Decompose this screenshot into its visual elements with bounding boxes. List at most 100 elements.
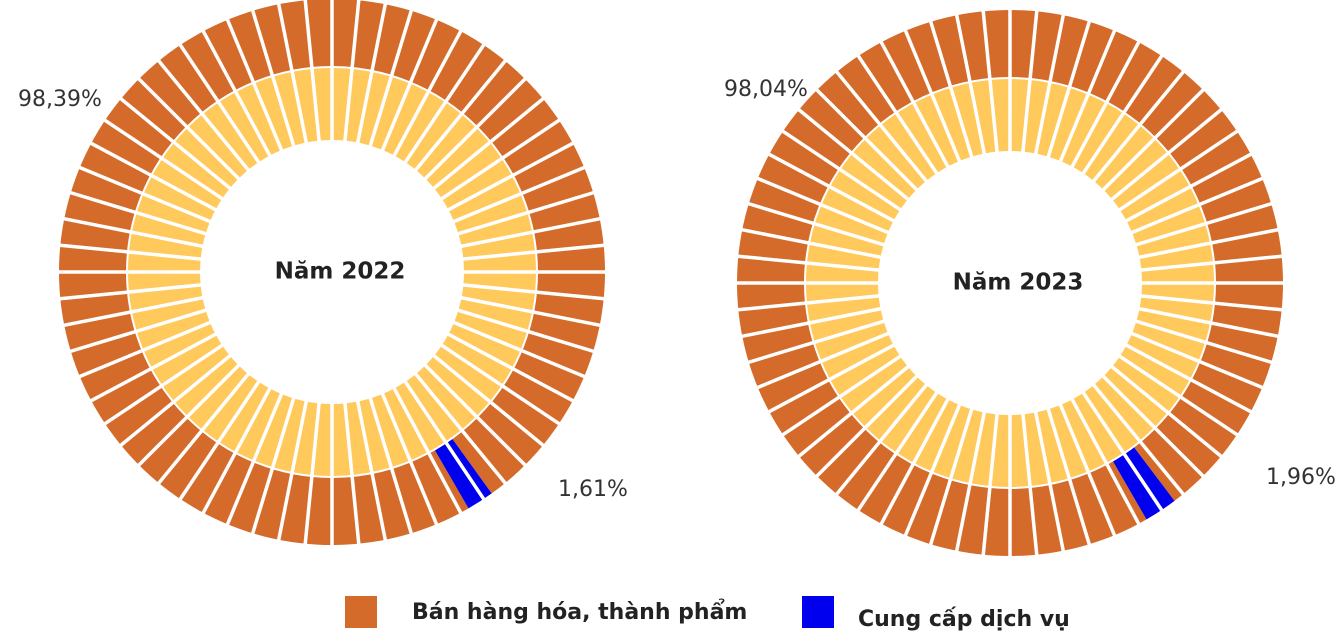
spoke-gap <box>833 382 929 498</box>
spoke-gap <box>57 283 203 301</box>
spoke-gap <box>745 201 887 247</box>
spoke-gap <box>117 95 233 191</box>
spoke-gap <box>1139 294 1285 312</box>
spoke-gap <box>276 399 309 544</box>
spoke-gap <box>795 364 911 460</box>
spoke-gap <box>1123 342 1255 415</box>
spoke-gap <box>380 391 440 528</box>
spoke-gap <box>76 320 213 380</box>
spoke-gap <box>451 164 588 224</box>
spoke-gap <box>459 216 604 249</box>
spoke-gap <box>224 391 284 528</box>
spoke-gap <box>60 216 205 249</box>
spoke-gap <box>745 319 887 365</box>
spoke-gap <box>135 75 242 182</box>
spoke-gap <box>87 140 219 213</box>
plots: Năm 2022 Năm 2023 <box>56 0 1286 559</box>
spoke-gap <box>200 385 273 517</box>
value-label: 1,61% <box>558 477 628 502</box>
spoke-gap <box>1058 402 1118 539</box>
spoke-gap <box>459 295 604 328</box>
spoke-gap <box>155 371 251 487</box>
spoke-gap <box>795 106 911 202</box>
spoke-gap <box>155 57 251 173</box>
spoke-gap <box>954 11 987 156</box>
spoke-gap <box>461 243 607 261</box>
value-label: 98,39% <box>18 87 102 112</box>
spoke-gap <box>735 294 881 312</box>
spoke-gap <box>455 308 597 354</box>
spoke-gap <box>754 175 891 235</box>
value-label: 1,96% <box>1266 465 1336 490</box>
chart-title: Năm 2022 <box>275 259 406 285</box>
spoke-gap <box>1100 86 1207 193</box>
spoke-gap <box>439 342 563 427</box>
spoke-gap <box>355 0 388 145</box>
spoke-gap <box>855 52 940 176</box>
spoke-gap <box>1069 38 1142 170</box>
legend-label: Bán hàng hóa, thành phẩm <box>412 599 747 625</box>
spoke-gap <box>87 331 219 404</box>
spoke-gap <box>117 353 233 449</box>
spoke-gap <box>413 371 509 487</box>
spoke-gap <box>1091 68 1187 184</box>
spoke-gap <box>380 16 440 153</box>
spoke-gap <box>431 95 547 191</box>
spoke-gap <box>1021 412 1039 558</box>
spoke-gap <box>779 128 903 213</box>
spoke-gap <box>1117 128 1241 213</box>
spoke-gap <box>928 406 974 548</box>
spoke-gap <box>451 320 588 380</box>
spoke-gap <box>1109 364 1225 460</box>
spoke-gap <box>368 395 414 537</box>
value-label: 98,04% <box>724 77 808 102</box>
spoke-gap <box>902 27 962 164</box>
spoke-gap <box>1117 353 1241 438</box>
spoke-gap <box>735 254 881 272</box>
spoke-gap <box>1109 106 1225 202</box>
spoke-gap <box>1100 373 1207 480</box>
spoke-gap <box>855 390 940 514</box>
spoke-gap <box>355 399 388 544</box>
chart-title: Năm 2023 <box>953 270 1084 296</box>
spoke-gap <box>431 353 547 449</box>
spoke-gap <box>954 410 987 555</box>
spoke-gap <box>981 8 999 154</box>
spoke-gap <box>813 373 920 480</box>
spoke-gap <box>343 0 361 143</box>
spoke-gap <box>1129 175 1266 235</box>
spoke-gap <box>60 295 205 328</box>
spoke-gap <box>833 68 929 184</box>
spoke-gap <box>101 342 225 427</box>
spoke-gap <box>67 308 209 354</box>
spoke-gap <box>422 75 529 182</box>
legend-label: Cung cấp dịch vụ <box>858 607 1070 632</box>
spoke-gap <box>422 362 529 469</box>
spoke-gap <box>413 57 509 173</box>
ring-gap <box>126 66 538 478</box>
spoke-gap <box>1080 390 1165 514</box>
spoke-gap <box>402 41 487 165</box>
spoke-gap <box>391 385 464 517</box>
spoke-gap <box>779 353 903 438</box>
spoke-gap <box>754 331 891 391</box>
spoke-gap <box>1139 254 1285 272</box>
spoke-gap <box>1046 18 1092 160</box>
spoke-gap <box>445 140 577 213</box>
spoke-gap <box>200 27 273 159</box>
spoke-gap <box>1133 319 1275 365</box>
spoke-gap <box>439 117 563 202</box>
spoke-gap <box>1058 27 1118 164</box>
spoke-gap <box>224 16 284 153</box>
spoke-gap <box>303 0 321 143</box>
spoke-gap <box>1123 151 1255 224</box>
spoke-gap <box>67 190 209 236</box>
spoke-gap <box>57 243 203 261</box>
spoke-gap <box>135 362 242 469</box>
legend-swatch <box>802 596 834 628</box>
spoke-gap <box>878 396 951 528</box>
spoke-gap <box>402 379 487 503</box>
spoke-gap <box>765 151 897 224</box>
spoke-gap <box>455 190 597 236</box>
legend-swatch <box>345 596 377 628</box>
